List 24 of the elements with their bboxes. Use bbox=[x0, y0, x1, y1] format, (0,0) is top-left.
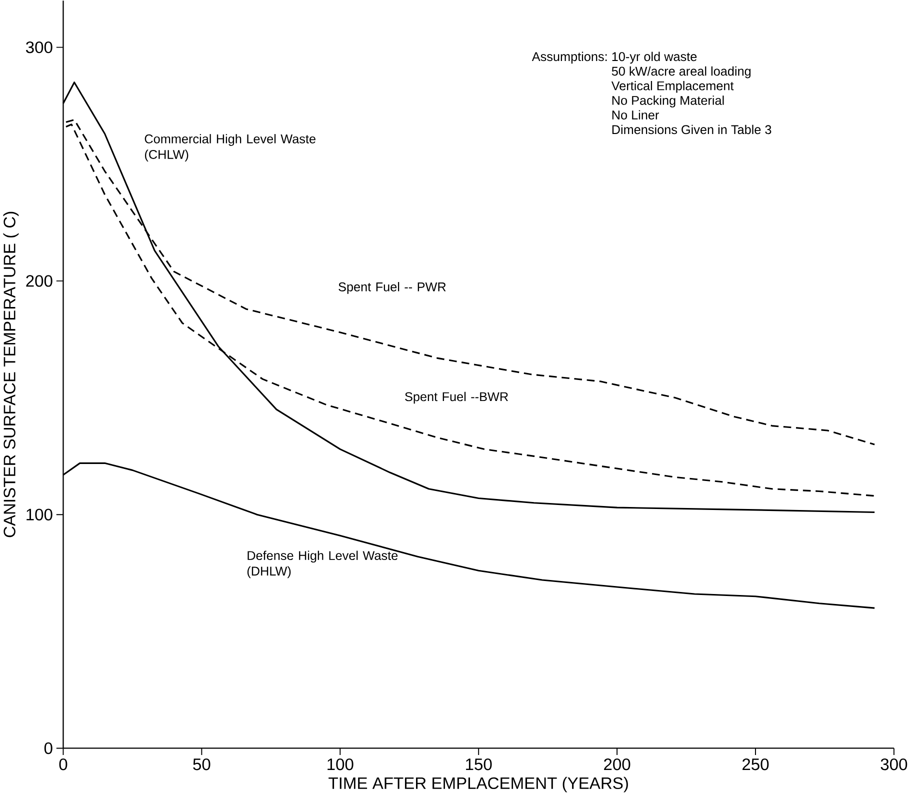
y-tick-label: 300 bbox=[26, 42, 52, 54]
x-tick-label: 200 bbox=[604, 758, 630, 770]
x-tick-label: 100 bbox=[328, 758, 354, 770]
y-tick-label: 200 bbox=[26, 275, 52, 288]
annotation: Vertical Emplacement bbox=[611, 81, 734, 94]
annotation: No Liner bbox=[612, 110, 659, 120]
annotation: No Packing Material bbox=[612, 96, 724, 108]
x-tick-label: 250 bbox=[742, 758, 769, 770]
annotation: 10-yr old waste bbox=[612, 52, 697, 64]
y-tick-label: 100 bbox=[26, 508, 52, 521]
y-tick-label: 0 bbox=[44, 742, 52, 754]
text: Spent Fuel -- PWR bbox=[338, 282, 446, 294]
annotation: Assumptions: bbox=[532, 52, 607, 64]
annotation: Dimensions Given in Table 3 bbox=[612, 125, 772, 134]
y-axis-title: CANISTER SURFACE TEMPERATURE ( C) bbox=[3, 212, 19, 538]
x-tick-label: 0 bbox=[59, 758, 68, 770]
series-label: Defense High Level Waste (DHLW) bbox=[247, 550, 398, 578]
x-tick-label: 150 bbox=[466, 758, 492, 770]
x-tick-label: 300 bbox=[880, 758, 908, 770]
x-tick-label: 50 bbox=[193, 758, 210, 770]
text: Commercial High Level Waste (CHLW) bbox=[144, 134, 316, 162]
x-axis-title: TIME AFTER EMPLACEMENT (YEARS) bbox=[328, 777, 628, 793]
series-label: Spent Fuel --BWR bbox=[405, 392, 508, 404]
annotation: 50 kW/acre areal loading bbox=[612, 66, 751, 78]
